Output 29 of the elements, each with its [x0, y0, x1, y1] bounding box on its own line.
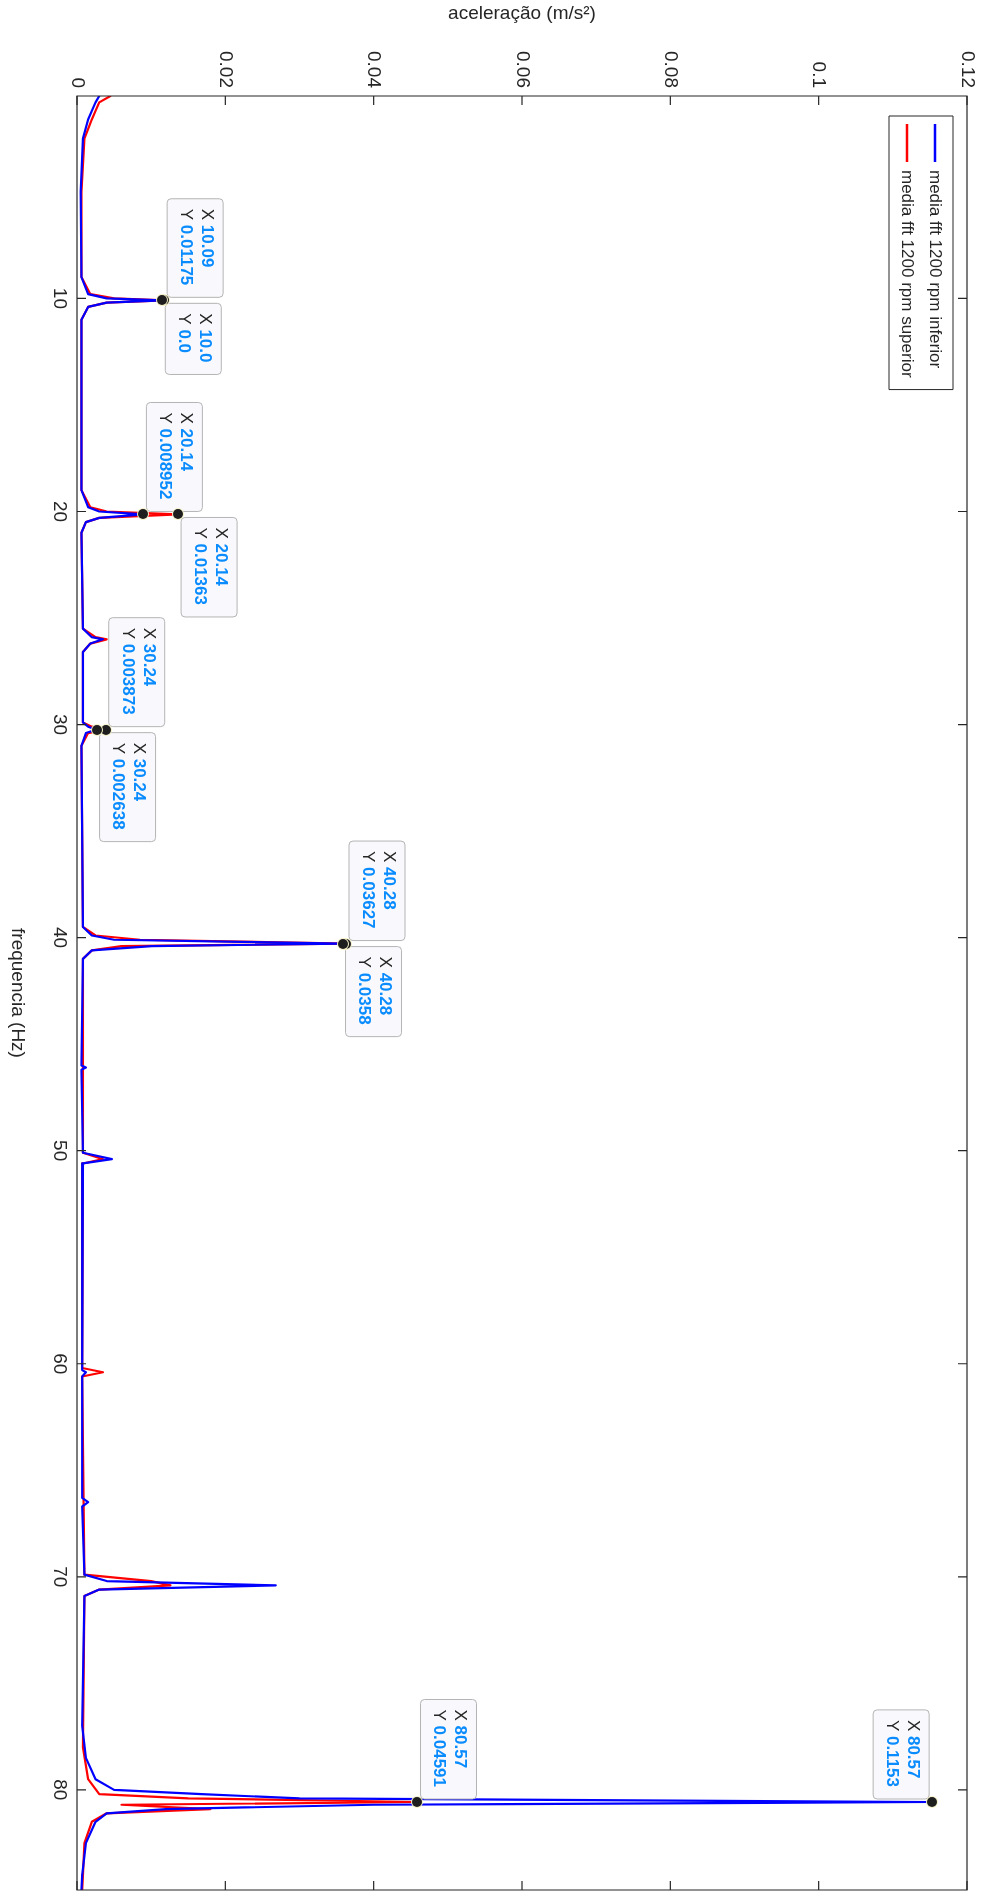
legend-label: media fft 1200 rpm superior	[898, 170, 918, 378]
x-tick-label: 0.04	[364, 51, 386, 89]
x-tick-label: 0.12	[957, 51, 979, 88]
annotation: X 10.09 Y 0.01175	[176, 208, 217, 286]
annotation: X 30.24 Y 0.002638	[109, 742, 150, 830]
x-tick-label: 0	[67, 77, 89, 88]
y-tick-label: 70	[50, 1566, 72, 1588]
x-tick-label: 0.06	[512, 51, 534, 88]
y-tick-label: 60	[50, 1353, 72, 1375]
x-tick-label: 0.1	[809, 61, 831, 88]
annotation: X 80.57 Y 0.04591	[430, 1709, 471, 1788]
x-tick-label: 0.02	[216, 51, 238, 88]
y-tick-label: 30	[50, 713, 72, 736]
annotation: X 80.57 Y 0.1153	[882, 1719, 923, 1788]
annotation: X 40.28 Y 0.03627	[358, 851, 399, 929]
annotation: X 40.28 Y 0.0358	[355, 956, 396, 1025]
y-tick-label: 20	[50, 500, 72, 523]
y-tick-label: 10	[50, 287, 72, 309]
annotation: X 30.24 Y 0.003873	[118, 627, 159, 715]
x-tick-label: 0.08	[661, 51, 683, 88]
annotation: X 20.14 Y 0.008952	[156, 412, 197, 500]
annotation: X 20.14 Y 0.01363	[190, 527, 231, 605]
x-axis-title: aceleração (m/s²)	[448, 1, 596, 23]
annotation: X 10.0 Y 0.0	[175, 313, 216, 363]
legend-label: media fft 1200 rpm inferior	[926, 170, 946, 369]
y-tick-label: 40	[50, 927, 72, 949]
y-tick-label: 50	[50, 1140, 72, 1162]
y-axis-title: frequencia (Hz)	[8, 928, 30, 1058]
y-tick-label: 80	[50, 1779, 72, 1801]
